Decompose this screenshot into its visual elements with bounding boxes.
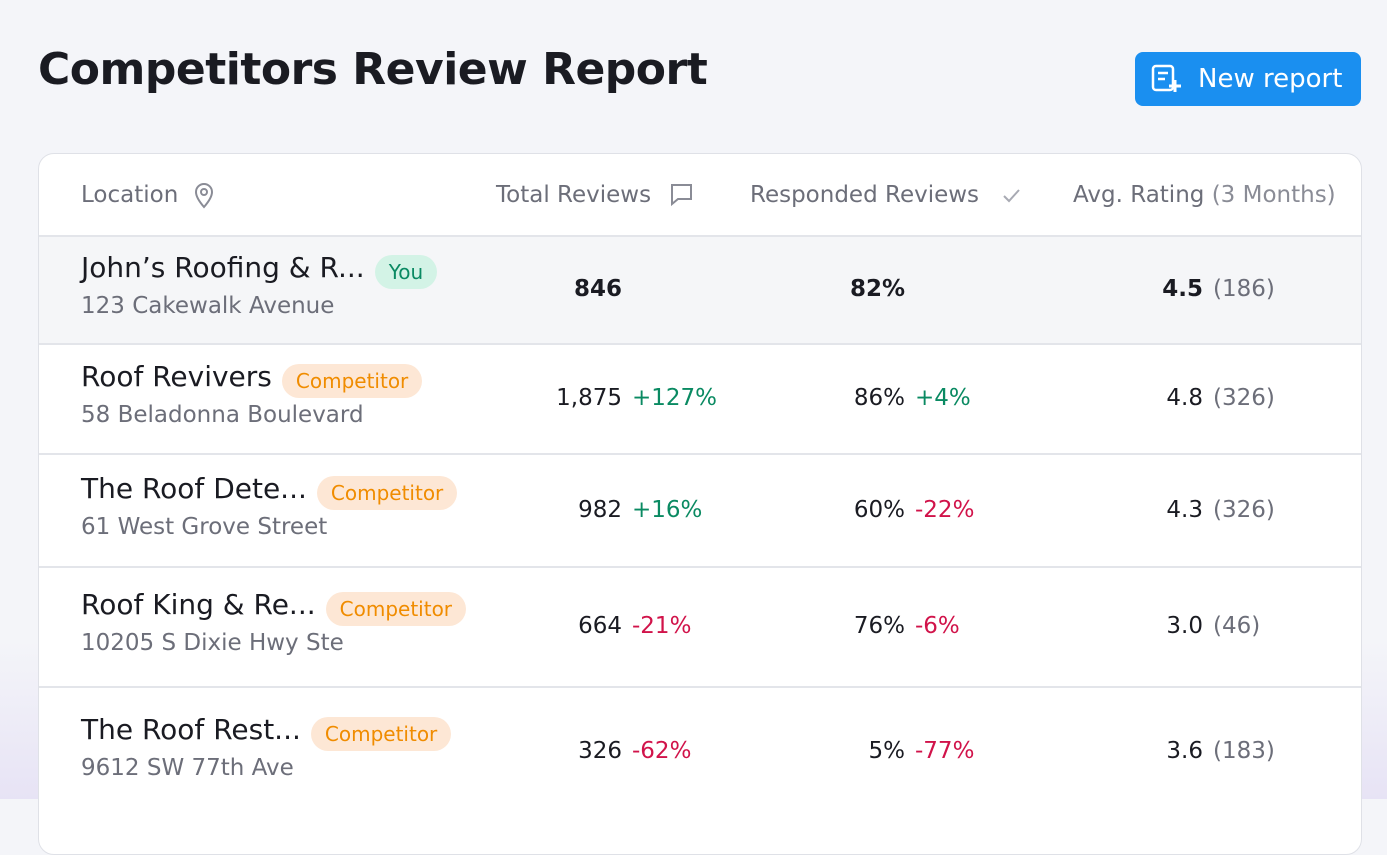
- responded-reviews-change: +4%: [915, 385, 971, 411]
- location-address: 10205 S Dixie Hwy Ste: [81, 630, 344, 656]
- total-reviews-change: +127%: [632, 385, 718, 411]
- responded-reviews-change: -6%: [915, 613, 960, 639]
- total-reviews-change: -62%: [632, 738, 692, 764]
- location-tag: Competitor: [316, 475, 458, 510]
- page-title: Competitors Review Report: [38, 44, 708, 95]
- responded-reviews: 86%: [853, 385, 905, 411]
- avg-rating-change: (183): [1213, 738, 1275, 764]
- rating-header: Avg. Rating: [1073, 182, 1205, 208]
- location-address: 58 Beladonna Boulevard: [81, 402, 364, 428]
- new-report-button[interactable]: New report: [1135, 52, 1361, 106]
- total-reviews-change: -21%: [632, 613, 692, 639]
- location-address: 61 West Grove Street: [81, 513, 328, 540]
- location-tag: Competitor: [310, 717, 452, 751]
- responded-reviews: 60%: [853, 496, 905, 523]
- responded-reviews: 82%: [849, 276, 905, 302]
- avg-rating: 4.5: [1162, 276, 1203, 302]
- button-label: New report: [1198, 64, 1343, 94]
- location-tag: You: [374, 255, 438, 289]
- total-reviews: 326: [578, 738, 622, 764]
- location-tag: Competitor: [325, 592, 467, 626]
- responded-reviews-change: -22%: [915, 496, 975, 523]
- avg-rating: 3.6: [1166, 738, 1203, 764]
- avg-rating: 4.3: [1166, 496, 1203, 523]
- location-icon: [194, 183, 214, 209]
- avg-rating-change: (186): [1213, 276, 1275, 302]
- location-tag: Competitor: [281, 364, 423, 398]
- avg-rating-change: (46): [1213, 613, 1261, 639]
- table-row: Roof King & Re... Competitor 10205 S Dixie…: [39, 566, 1361, 688]
- check-icon: [1003, 189, 1020, 203]
- avg-rating-change: (326): [1213, 385, 1275, 411]
- table-row: The Roof Dete... Competitor 61 West Grove …: [39, 453, 1361, 568]
- column-header: Location: [81, 182, 179, 208]
- comment-icon: [671, 184, 692, 207]
- location-name: The Roof Dete...: [81, 471, 307, 505]
- location-name: Roof Revivers: [81, 360, 272, 393]
- total-reviews: 982: [578, 496, 622, 523]
- total-reviews-change: +16%: [632, 496, 703, 523]
- location-name: The Roof Rest...: [81, 713, 301, 746]
- responded-reviews-change: -77%: [915, 738, 975, 764]
- table-row: John’s Roofing & R... You 123 Cakewalk Ave…: [39, 235, 1361, 345]
- column-header: Responded Reviews: [750, 182, 980, 208]
- rating-note: (3 Months): [1211, 182, 1336, 208]
- location-address: 9612 SW 77th Ave: [81, 755, 294, 781]
- location-address: 123 Cakewalk Avenue: [81, 293, 335, 319]
- location-name: Roof King & Re...: [81, 588, 316, 621]
- total-reviews: 664: [578, 613, 622, 639]
- avg-rating-change: (326): [1213, 496, 1275, 523]
- table-row: The Roof Rest... Competitor 9612 SW 77th A…: [39, 686, 1361, 818]
- table-row: Roof Revivers Competitor 58 Beladonna Boul…: [39, 343, 1361, 455]
- table: Location Total Reviews Responded Reviews…: [38, 153, 1362, 855]
- responded-reviews: 76%: [853, 613, 905, 639]
- location-name: John’s Roofing & R...: [81, 251, 365, 284]
- report-icon: [1151, 64, 1181, 92]
- column-header: Total Reviews: [496, 182, 652, 208]
- responded-reviews: 5%: [868, 738, 906, 764]
- column-header: Avg. Rating (3 Months): [1073, 182, 1336, 208]
- total-reviews: 846: [573, 276, 622, 302]
- total-reviews: 1,875: [556, 385, 622, 411]
- avg-rating: 4.8: [1166, 385, 1203, 411]
- avg-rating: 3.0: [1166, 613, 1203, 639]
